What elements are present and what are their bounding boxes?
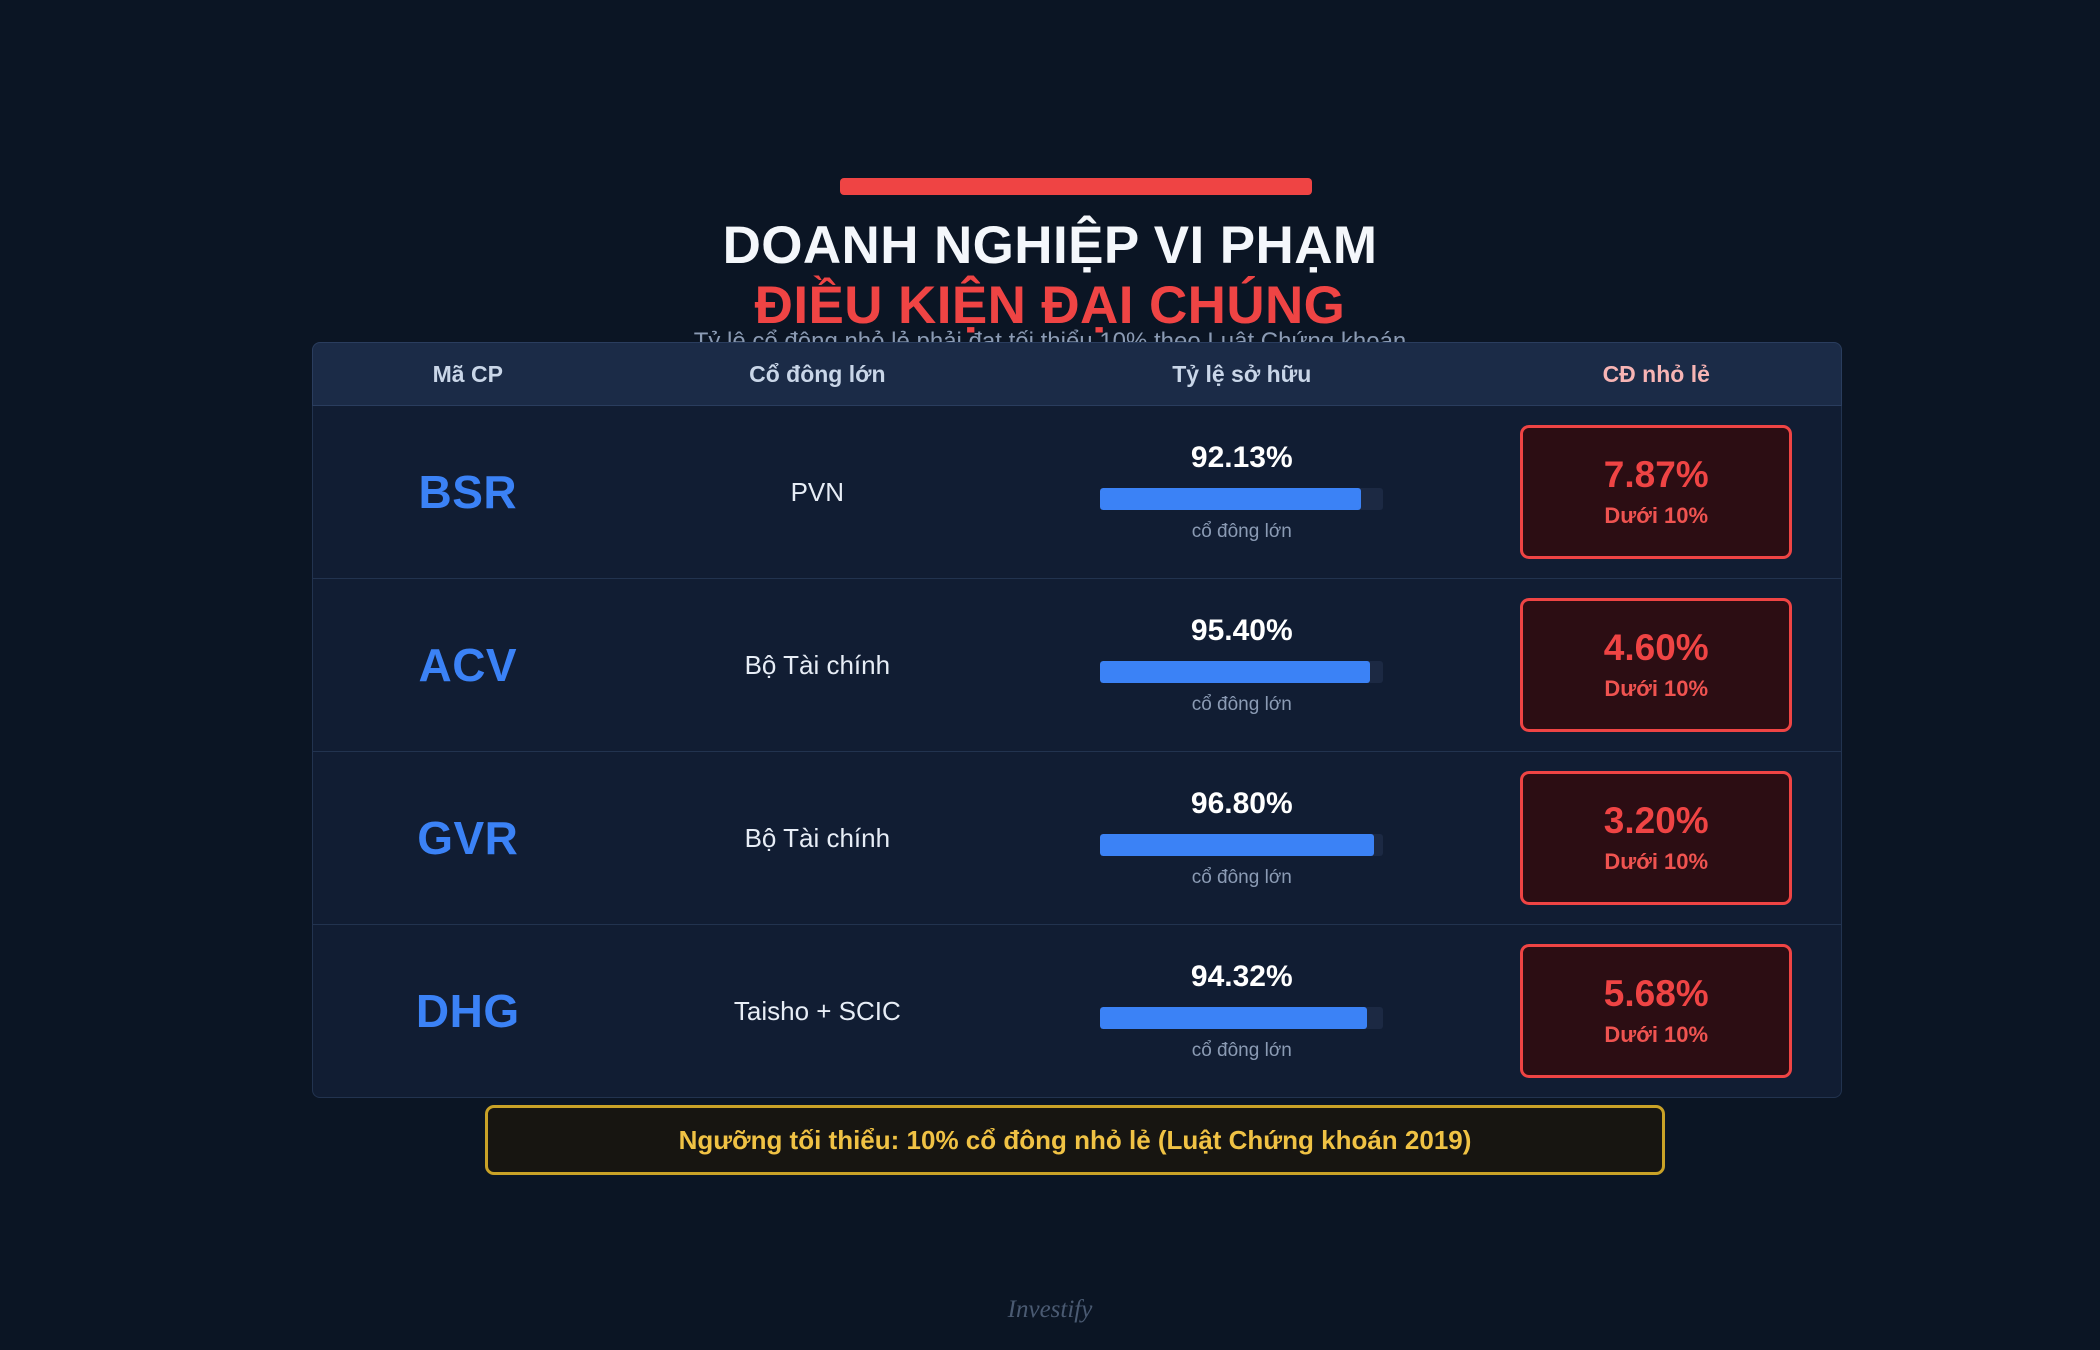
minor-share-value: 7.87% xyxy=(1603,453,1709,495)
cell-major-holder: Bộ Tài chính xyxy=(623,650,1012,681)
ownership-bar-track xyxy=(1100,1007,1384,1029)
ownership-bar-track xyxy=(1100,834,1384,856)
ownership-ratio-value: 94.32% xyxy=(1190,960,1293,993)
cell-minor-shareholders: 3.20% Dưới 10% xyxy=(1471,771,1841,905)
table-row: GVR Bộ Tài chính 96.80% cổ đông lớn 3.20… xyxy=(312,752,1842,925)
ticker-symbol: GVR xyxy=(417,812,519,864)
major-holder-name: PVN xyxy=(790,476,845,507)
cell-ownership-ratio: 96.80% cổ đông lớn xyxy=(1012,787,1471,889)
cell-major-holder: Taisho + SCIC xyxy=(623,996,1012,1027)
status-badge: 4.60% Dưới 10% xyxy=(1520,598,1793,732)
cell-minor-shareholders: 4.60% Dưới 10% xyxy=(1471,598,1841,732)
page-title-line2: ĐIỀU KIỆN ĐẠI CHÚNG xyxy=(754,276,1346,335)
table-header-row: Mã CP Cổ đông lớn Tỷ lệ sở hữu CĐ nhỏ lẻ xyxy=(312,342,1842,406)
ownership-bar-caption: cổ đông lớn xyxy=(1191,867,1292,888)
cell-ticker: GVR xyxy=(313,811,623,865)
status-badge: 5.68% Dưới 10% xyxy=(1520,944,1793,1078)
cell-ticker: DHG xyxy=(313,984,623,1038)
cell-ownership-ratio: 92.13% cổ đông lớn xyxy=(1012,441,1471,543)
ownership-bar-caption: cổ đông lớn xyxy=(1191,521,1292,542)
minor-share-value: 4.60% xyxy=(1603,626,1709,668)
table-row: DHG Taisho + SCIC 94.32% cổ đông lớn 5.6… xyxy=(312,925,1842,1098)
major-holder-name: Bộ Tài chính xyxy=(744,649,891,680)
minor-share-label: Dưới 10% xyxy=(1604,849,1709,875)
ownership-bar-caption: cổ đông lớn xyxy=(1191,1040,1292,1061)
table-row: ACV Bộ Tài chính 95.40% cổ đông lớn 4.60… xyxy=(312,579,1842,752)
ownership-ratio-value: 92.13% xyxy=(1190,441,1293,474)
ownership-bar-fill xyxy=(1100,834,1375,856)
column-header-ticker: Mã CP xyxy=(432,360,503,387)
cell-minor-shareholders: 7.87% Dưới 10% xyxy=(1471,425,1841,559)
minor-share-label: Dưới 10% xyxy=(1604,676,1709,702)
major-holder-name: Bộ Tài chính xyxy=(744,822,891,853)
cell-major-holder: PVN xyxy=(623,477,1012,508)
minor-share-value: 3.20% xyxy=(1603,799,1709,841)
watermark: Investify xyxy=(1007,1296,1093,1323)
ownership-ratio-value: 96.80% xyxy=(1190,787,1293,820)
page-title-line1: DOANH NGHIỆP VI PHẠM xyxy=(722,216,1378,275)
ticker-symbol: BSR xyxy=(418,466,518,518)
major-holder-name: Taisho + SCIC xyxy=(733,995,901,1026)
cell-minor-shareholders: 5.68% Dưới 10% xyxy=(1471,944,1841,1078)
ownership-ratio-value: 95.40% xyxy=(1190,614,1293,647)
ownership-bar-caption: cổ đông lớn xyxy=(1191,694,1292,715)
ownership-bar-track xyxy=(1100,661,1384,683)
minor-share-value: 5.68% xyxy=(1603,972,1709,1014)
status-badge: 3.20% Dưới 10% xyxy=(1520,771,1793,905)
minor-share-label: Dưới 10% xyxy=(1604,503,1709,529)
cell-major-holder: Bộ Tài chính xyxy=(623,823,1012,854)
column-header-minor-shareholders: CĐ nhỏ lẻ xyxy=(1602,360,1710,387)
minor-share-label: Dưới 10% xyxy=(1604,1022,1709,1048)
column-header-major-holder: Cổ đông lớn xyxy=(749,360,886,387)
ownership-bar-fill xyxy=(1100,661,1371,683)
table-row: BSR PVN 92.13% cổ đông lớn 7.87% Dưới 10… xyxy=(312,406,1842,579)
ticker-symbol: DHG xyxy=(415,985,520,1037)
ownership-bar-track xyxy=(1100,488,1384,510)
ownership-bar-fill xyxy=(1100,488,1361,510)
threshold-note-box: Ngưỡng tối thiểu: 10% cổ đông nhỏ lẻ (Lu… xyxy=(485,1105,1665,1175)
status-badge: 7.87% Dưới 10% xyxy=(1520,425,1793,559)
cell-ownership-ratio: 95.40% cổ đông lớn xyxy=(1012,614,1471,716)
cell-ownership-ratio: 94.32% cổ đông lớn xyxy=(1012,960,1471,1062)
ticker-symbol: ACV xyxy=(418,639,518,691)
threshold-note-text: Ngưỡng tối thiểu: 10% cổ đông nhỏ lẻ (Lu… xyxy=(678,1124,1472,1155)
accent-bar xyxy=(840,178,1312,195)
violations-table: Mã CP Cổ đông lớn Tỷ lệ sở hữu CĐ nhỏ lẻ… xyxy=(312,342,1842,1098)
cell-ticker: BSR xyxy=(313,465,623,519)
ownership-bar-fill xyxy=(1100,1007,1368,1029)
cell-ticker: ACV xyxy=(313,638,623,692)
column-header-ownership-ratio: Tỷ lệ sở hữu xyxy=(1172,360,1312,387)
